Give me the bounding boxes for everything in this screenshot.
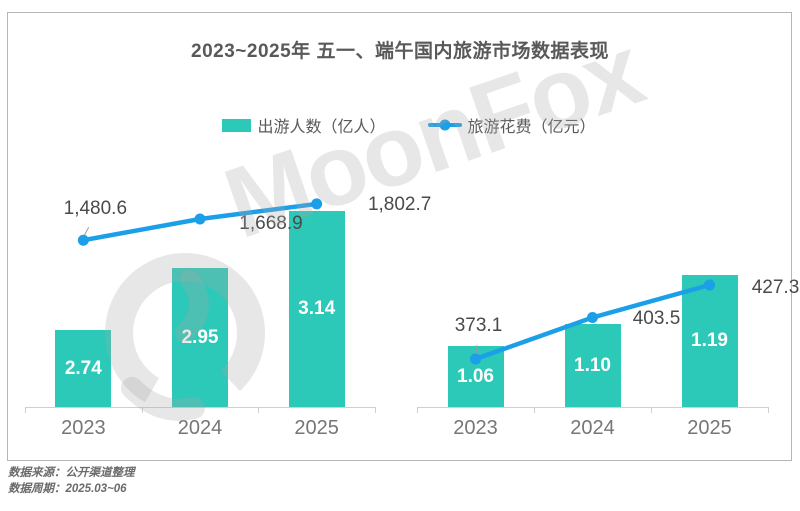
legend-bar-label: 出游人数（亿人） — [257, 119, 386, 136]
bar-value-label: 2.74 — [64, 357, 102, 379]
bar-value-label: 1.19 — [691, 330, 728, 351]
bar-labour-day-panel-2025 — [288, 211, 345, 407]
x-axis-label-2023: 2023 — [453, 417, 498, 439]
bar-value-label: 3.14 — [298, 298, 336, 319]
line-value-label: 1,668.9 — [239, 212, 303, 234]
x-axis-tick — [141, 407, 143, 413]
line-series-swatch-icon — [427, 119, 462, 131]
x-axis-label-2024: 2024 — [177, 417, 223, 439]
legend-item-line-series: 旅游花费（亿元） — [427, 113, 596, 137]
bar-labour-day-panel-2024 — [172, 268, 228, 407]
x-axis-dragon-boat-panel — [417, 407, 768, 408]
footer: 数据来源：公开渠道整理 数据周期：2025.03~06 — [8, 465, 135, 497]
data-period-note: 数据周期：2025.03~06 — [8, 483, 127, 495]
line-value-label: 373.1 — [454, 315, 503, 337]
x-axis-label-2024: 2024 — [570, 417, 615, 439]
legend-item-bar-series: 出游人数（亿人） — [222, 113, 386, 137]
x-axis-labour-day-panel — [25, 407, 375, 408]
x-axis-tick — [768, 407, 769, 413]
line-value-label: 403.5 — [632, 307, 681, 329]
x-axis-tick — [25, 407, 26, 413]
legend-line-label: 旅游花费（亿元） — [467, 119, 596, 136]
x-axis-tick — [651, 407, 652, 413]
bar-series-swatch-icon — [222, 118, 252, 132]
chart-frame-border — [7, 12, 792, 461]
line-value-label: 1,480.6 — [63, 198, 128, 220]
bar-value-label: 1.06 — [457, 365, 494, 387]
line-marker-dot-icon — [439, 119, 450, 131]
bar-value-label: 2.95 — [181, 326, 219, 348]
x-axis-label-2025: 2025 — [294, 417, 339, 439]
legend: 出游人数（亿人） 旅游花费（亿元） — [0, 113, 800, 137]
x-axis-tick — [534, 407, 535, 413]
x-axis-tick — [375, 407, 376, 413]
bar-value-label: 1.10 — [574, 354, 611, 376]
x-axis-label-2025: 2025 — [687, 417, 732, 439]
data-source-note: 数据来源：公开渠道整理 — [8, 467, 135, 479]
x-axis-tick — [417, 407, 418, 413]
x-axis-label-2023: 2023 — [61, 417, 106, 439]
line-value-label: 427.3 — [751, 276, 800, 298]
bar-labour-day-panel-2023 — [55, 330, 112, 407]
line-value-label: 1,802.7 — [367, 193, 432, 215]
chart-title: 2023~2025年 五一、端午国内旅游市场数据表现 — [191, 41, 609, 62]
x-axis-tick — [258, 407, 260, 413]
